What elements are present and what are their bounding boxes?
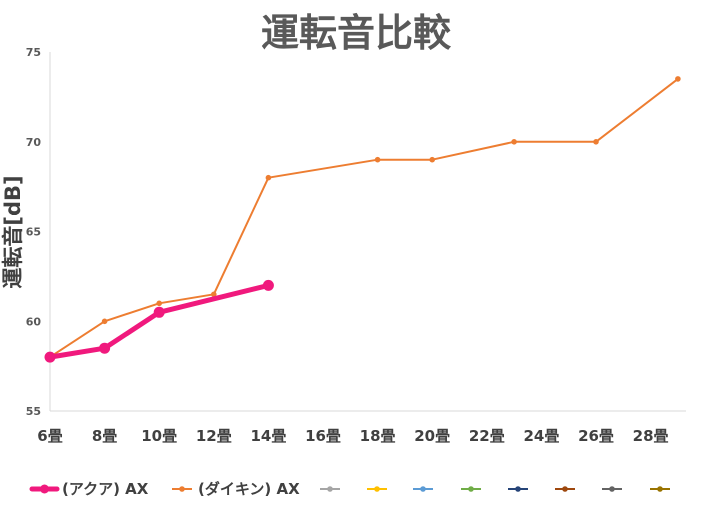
y-tick-label: 70 <box>26 136 42 149</box>
series-line <box>49 77 679 359</box>
legend-marker-empty <box>609 486 615 492</box>
series-layer <box>44 76 681 363</box>
axes <box>49 52 686 412</box>
data-point <box>44 351 56 363</box>
x-tick-label: 18畳 <box>360 427 396 445</box>
y-tick-label: 60 <box>26 315 42 328</box>
legend-marker-1 <box>40 484 49 494</box>
data-point <box>99 342 111 354</box>
y-tick-labels: 55 60 65 70 75 <box>26 46 42 418</box>
legend-marker-empty <box>327 486 333 492</box>
data-point <box>511 139 517 145</box>
data-point <box>265 174 272 181</box>
x-tick-label: 8畳 <box>92 427 117 445</box>
x-tick-label: 24畳 <box>523 427 559 445</box>
y-tick-label: 75 <box>26 46 41 59</box>
x-tick-label: 10畳 <box>141 427 177 445</box>
data-point <box>429 156 436 163</box>
data-point <box>156 300 162 307</box>
chart-title: 運転音比較 <box>261 11 452 55</box>
legend: (アクア) AX (ダイキン) AX <box>29 480 670 498</box>
legend-marker-empty <box>515 486 521 492</box>
data-point <box>153 306 165 318</box>
series-1 <box>44 279 274 363</box>
x-tick-label: 26畳 <box>578 427 614 445</box>
legend-marker-empty <box>468 486 474 492</box>
data-point <box>211 291 217 298</box>
legend-label-2: (ダイキン) AX <box>198 480 300 498</box>
x-tick-label: 22畳 <box>469 427 505 445</box>
series-line <box>47 282 271 360</box>
x-tick-label: 28畳 <box>633 427 669 445</box>
data-point <box>593 139 599 145</box>
legend-marker-2 <box>179 486 185 492</box>
data-point <box>101 318 108 325</box>
data-point <box>262 279 274 291</box>
x-tick-label: 6畳 <box>37 427 62 445</box>
x-tick-label: 20畳 <box>414 427 450 445</box>
x-tick-label: 16畳 <box>305 427 341 445</box>
legend-marker-empty <box>374 486 380 492</box>
legend-marker-empty <box>420 486 426 492</box>
data-point <box>675 76 681 82</box>
x-tick-labels: 6畳 8畳 10畳 12畳 14畳 16畳 18畳 20畳 22畳 24畳 26畳 28畳 <box>37 427 668 445</box>
legend-marker-empty <box>562 486 568 492</box>
data-point <box>374 156 381 163</box>
legend-marker-empty <box>657 486 663 492</box>
y-tick-label: 55 <box>26 405 41 418</box>
series-2 <box>47 76 681 360</box>
y-tick-label: 65 <box>26 226 41 239</box>
x-tick-label: 14畳 <box>250 427 286 445</box>
legend-label-1: (アクア) AX <box>62 480 149 498</box>
y-axis-label: 運転音[dB] <box>1 175 25 288</box>
x-tick-label: 12畳 <box>196 427 232 445</box>
